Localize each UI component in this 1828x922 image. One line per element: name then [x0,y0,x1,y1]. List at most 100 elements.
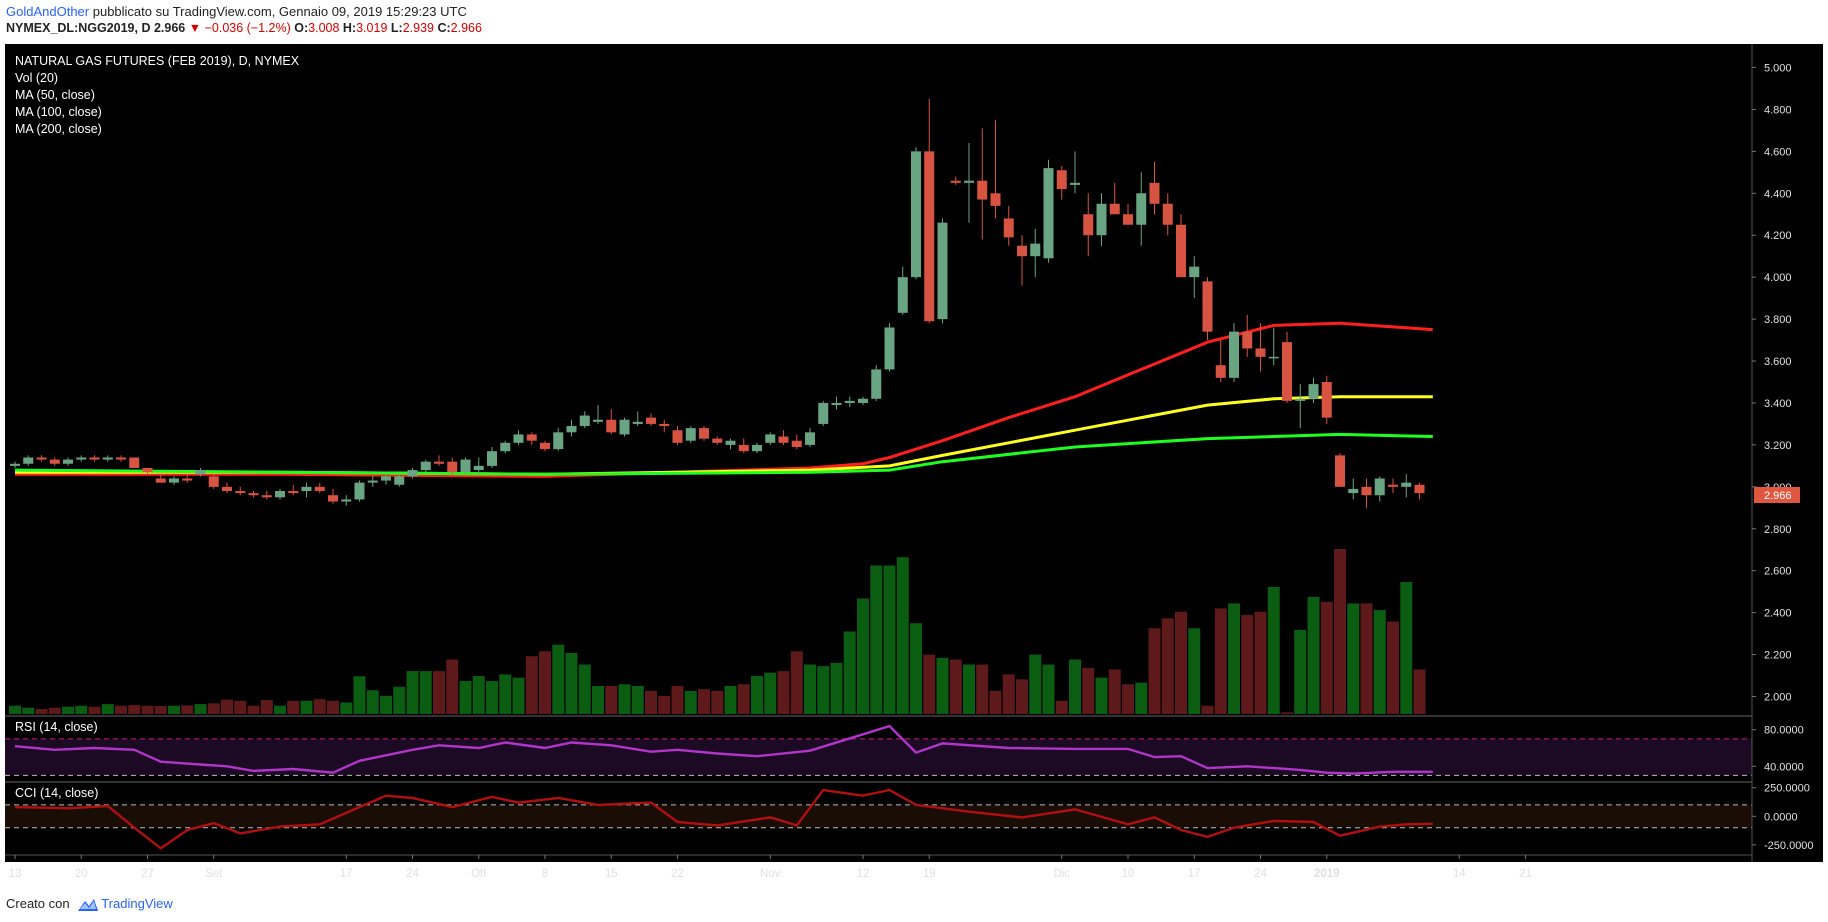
time-tick-label: 27 [141,868,154,880]
volume-bar [870,565,883,714]
symbol-label: NYMEX_DL:NGG2019, D [6,21,151,35]
volume-bar [1334,549,1346,714]
candle-body [1308,384,1319,399]
time-tick-label: 10 [1122,868,1135,880]
candle-body [924,151,935,322]
candle-body [1162,203,1173,225]
down-triangle-icon: ▼ [188,21,202,35]
volume-bar [221,699,233,714]
volume-bar [539,651,551,714]
candle-body [142,467,153,473]
tradingview-link[interactable]: TradingView [101,896,173,911]
volume-bar [1135,682,1148,714]
time-tick-label: 24 [1254,868,1267,880]
volume-bar [1042,664,1055,714]
moving-averages [14,321,1433,478]
candle-body [725,440,736,445]
time-tick-label: Set [205,868,223,880]
close-value: 2.966 [450,21,482,35]
volume-bar [446,659,459,714]
cci-band [5,804,1752,828]
candle-body [89,457,100,460]
cci-tick-label: -250.0000 [1764,840,1814,852]
volume-bar [168,705,180,714]
volume-bar [1281,712,1293,714]
candle-body [566,426,577,433]
candle-body [275,491,285,498]
volume-bar [1360,603,1373,714]
volume-bar [353,676,366,714]
legend-title: NATURAL GAS FUTURES (FEB 2019), D, NYMEX [15,54,300,68]
volume-bar [896,557,909,714]
volume-bar [883,565,896,714]
candle-body [977,180,988,200]
candle-body [195,470,206,475]
volume-bar [1108,669,1121,714]
volume-bar [9,705,21,714]
volume-bar [1161,618,1174,714]
volume-bar [181,705,194,714]
candle-body [301,486,312,492]
candle-body [553,432,564,450]
footer: Creato con TradingView [6,896,173,912]
volume-bar [1055,700,1068,714]
open-label: O: [294,21,309,35]
candle-body [500,442,511,452]
price-tick-label: 4.000 [1764,272,1792,284]
volume-bar [711,690,724,714]
time-tick-label: 13 [9,868,22,880]
candle-body [367,480,378,483]
candle-body [619,419,630,435]
candle-body [1096,203,1107,236]
price-tag: 2.966 [1754,487,1800,503]
volume-bar [194,704,207,714]
volume-bar [830,662,843,714]
axes: 5.000 4.800 4.600 4.400 4.200 4.000 3.800 3.600… [5,44,1792,880]
candle-body [169,478,179,483]
candle-body [738,444,749,452]
candle-body [1136,193,1147,225]
volume-bar [764,672,777,714]
time-tick-label: 22 [671,868,684,880]
volume-bar [393,686,406,714]
volume-bar [154,706,167,714]
candle-body [248,493,259,496]
legend-vol: Vol (20) [15,71,58,85]
legend-ma100: MA (100, close) [15,105,102,119]
publish-info: pubblicato su TradingView.com, Gennaio 0… [92,4,467,19]
candle-body [1348,488,1359,494]
candle-body [831,402,842,406]
candle-body [1321,382,1332,418]
volume-bar [1175,611,1187,714]
author-link[interactable]: GoldAndOther [6,4,90,19]
price-tick-label: 2.200 [1764,650,1792,662]
rsi-tick-label: 80.0000 [1764,725,1804,737]
candle-body [434,461,444,464]
time-tick-label: 8 [542,868,548,880]
candle-body [473,465,484,471]
candle-body [672,430,683,443]
time-tick-label: 19 [923,868,936,880]
price-tag-value: 2.966 [1764,490,1792,502]
candle-body [844,400,855,403]
volume-bar [751,676,763,714]
candle-body [778,436,789,443]
cci-tick-label: 0.0000 [1764,811,1798,823]
candle-body [540,442,550,450]
volume-bar [1387,621,1399,714]
candle-body [288,491,299,494]
volume-bar [843,631,856,714]
candle-body [606,419,617,433]
time-tick-label: 14 [1453,868,1466,880]
volume-bar [35,709,48,714]
volume-bar [658,695,671,714]
volume-bar [141,705,154,714]
volume-bar [1122,684,1134,714]
last-price: 2.966 [153,21,186,35]
candle-body [791,440,802,447]
volume-bar [1069,659,1081,714]
candle-body [858,398,868,403]
volume-bar [923,654,936,714]
legend-ma200: MA (200, close) [15,122,102,136]
